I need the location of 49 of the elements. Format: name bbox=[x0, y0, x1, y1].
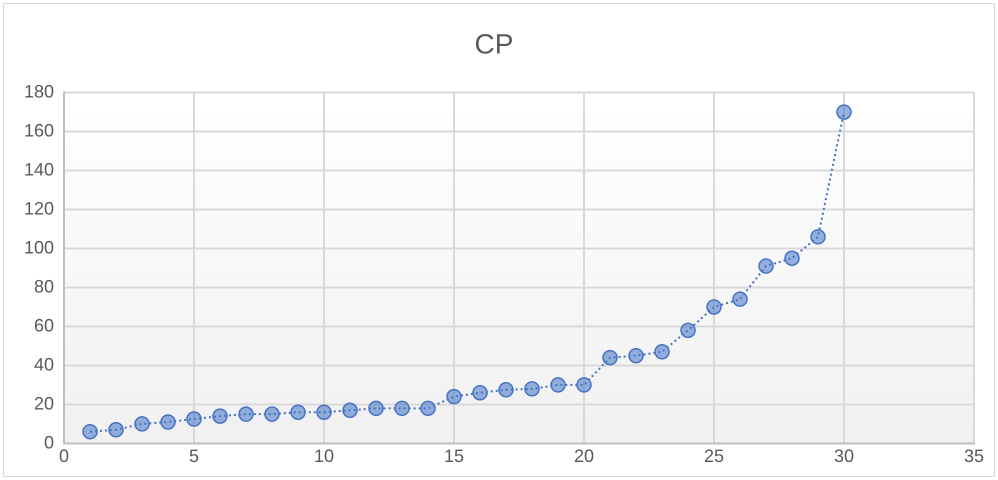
y-tick-label: 120 bbox=[24, 198, 54, 218]
point bbox=[342, 402, 358, 418]
point bbox=[316, 404, 332, 420]
y-tick-label: 100 bbox=[24, 237, 54, 258]
x-tick-label: 35 bbox=[964, 446, 984, 466]
point bbox=[82, 424, 98, 440]
y-tick-label: 160 bbox=[24, 120, 54, 141]
point bbox=[654, 344, 670, 360]
point bbox=[186, 411, 202, 427]
point bbox=[524, 381, 540, 397]
y-tick-label: 40 bbox=[34, 354, 54, 374]
point bbox=[212, 408, 228, 424]
y-tick-label: 60 bbox=[34, 315, 54, 336]
point bbox=[394, 400, 410, 416]
point bbox=[758, 258, 774, 274]
y-tick-label: 20 bbox=[34, 393, 54, 414]
point bbox=[160, 414, 176, 430]
point bbox=[628, 348, 644, 364]
point bbox=[420, 400, 436, 416]
point bbox=[732, 291, 748, 307]
point bbox=[784, 250, 800, 266]
point bbox=[264, 406, 280, 422]
point bbox=[134, 416, 150, 432]
x-tick-label: 10 bbox=[314, 446, 334, 466]
point bbox=[680, 322, 696, 338]
y-tick-label: 0 bbox=[44, 432, 54, 452]
point bbox=[446, 388, 462, 404]
point bbox=[368, 400, 384, 416]
point bbox=[108, 422, 124, 438]
point bbox=[290, 404, 306, 420]
x-tick-label: 25 bbox=[704, 446, 724, 466]
point bbox=[550, 377, 566, 393]
x-tick-label: 0 bbox=[59, 446, 70, 466]
y-tick-label: 140 bbox=[24, 160, 54, 180]
chart-title: CP bbox=[474, 28, 514, 60]
point bbox=[810, 229, 826, 245]
x-tick-label: 30 bbox=[834, 446, 854, 466]
point bbox=[472, 384, 488, 400]
point bbox=[836, 104, 852, 120]
x-tick-label: 20 bbox=[574, 446, 594, 466]
y-tick-label: 80 bbox=[34, 276, 54, 296]
point bbox=[706, 299, 722, 315]
point bbox=[498, 382, 514, 398]
point bbox=[238, 406, 254, 422]
x-tick-label: 15 bbox=[444, 446, 464, 466]
point bbox=[602, 350, 618, 366]
y-tick-label: 180 bbox=[24, 82, 54, 102]
x-tick-label: 5 bbox=[189, 446, 200, 466]
point bbox=[576, 377, 592, 393]
